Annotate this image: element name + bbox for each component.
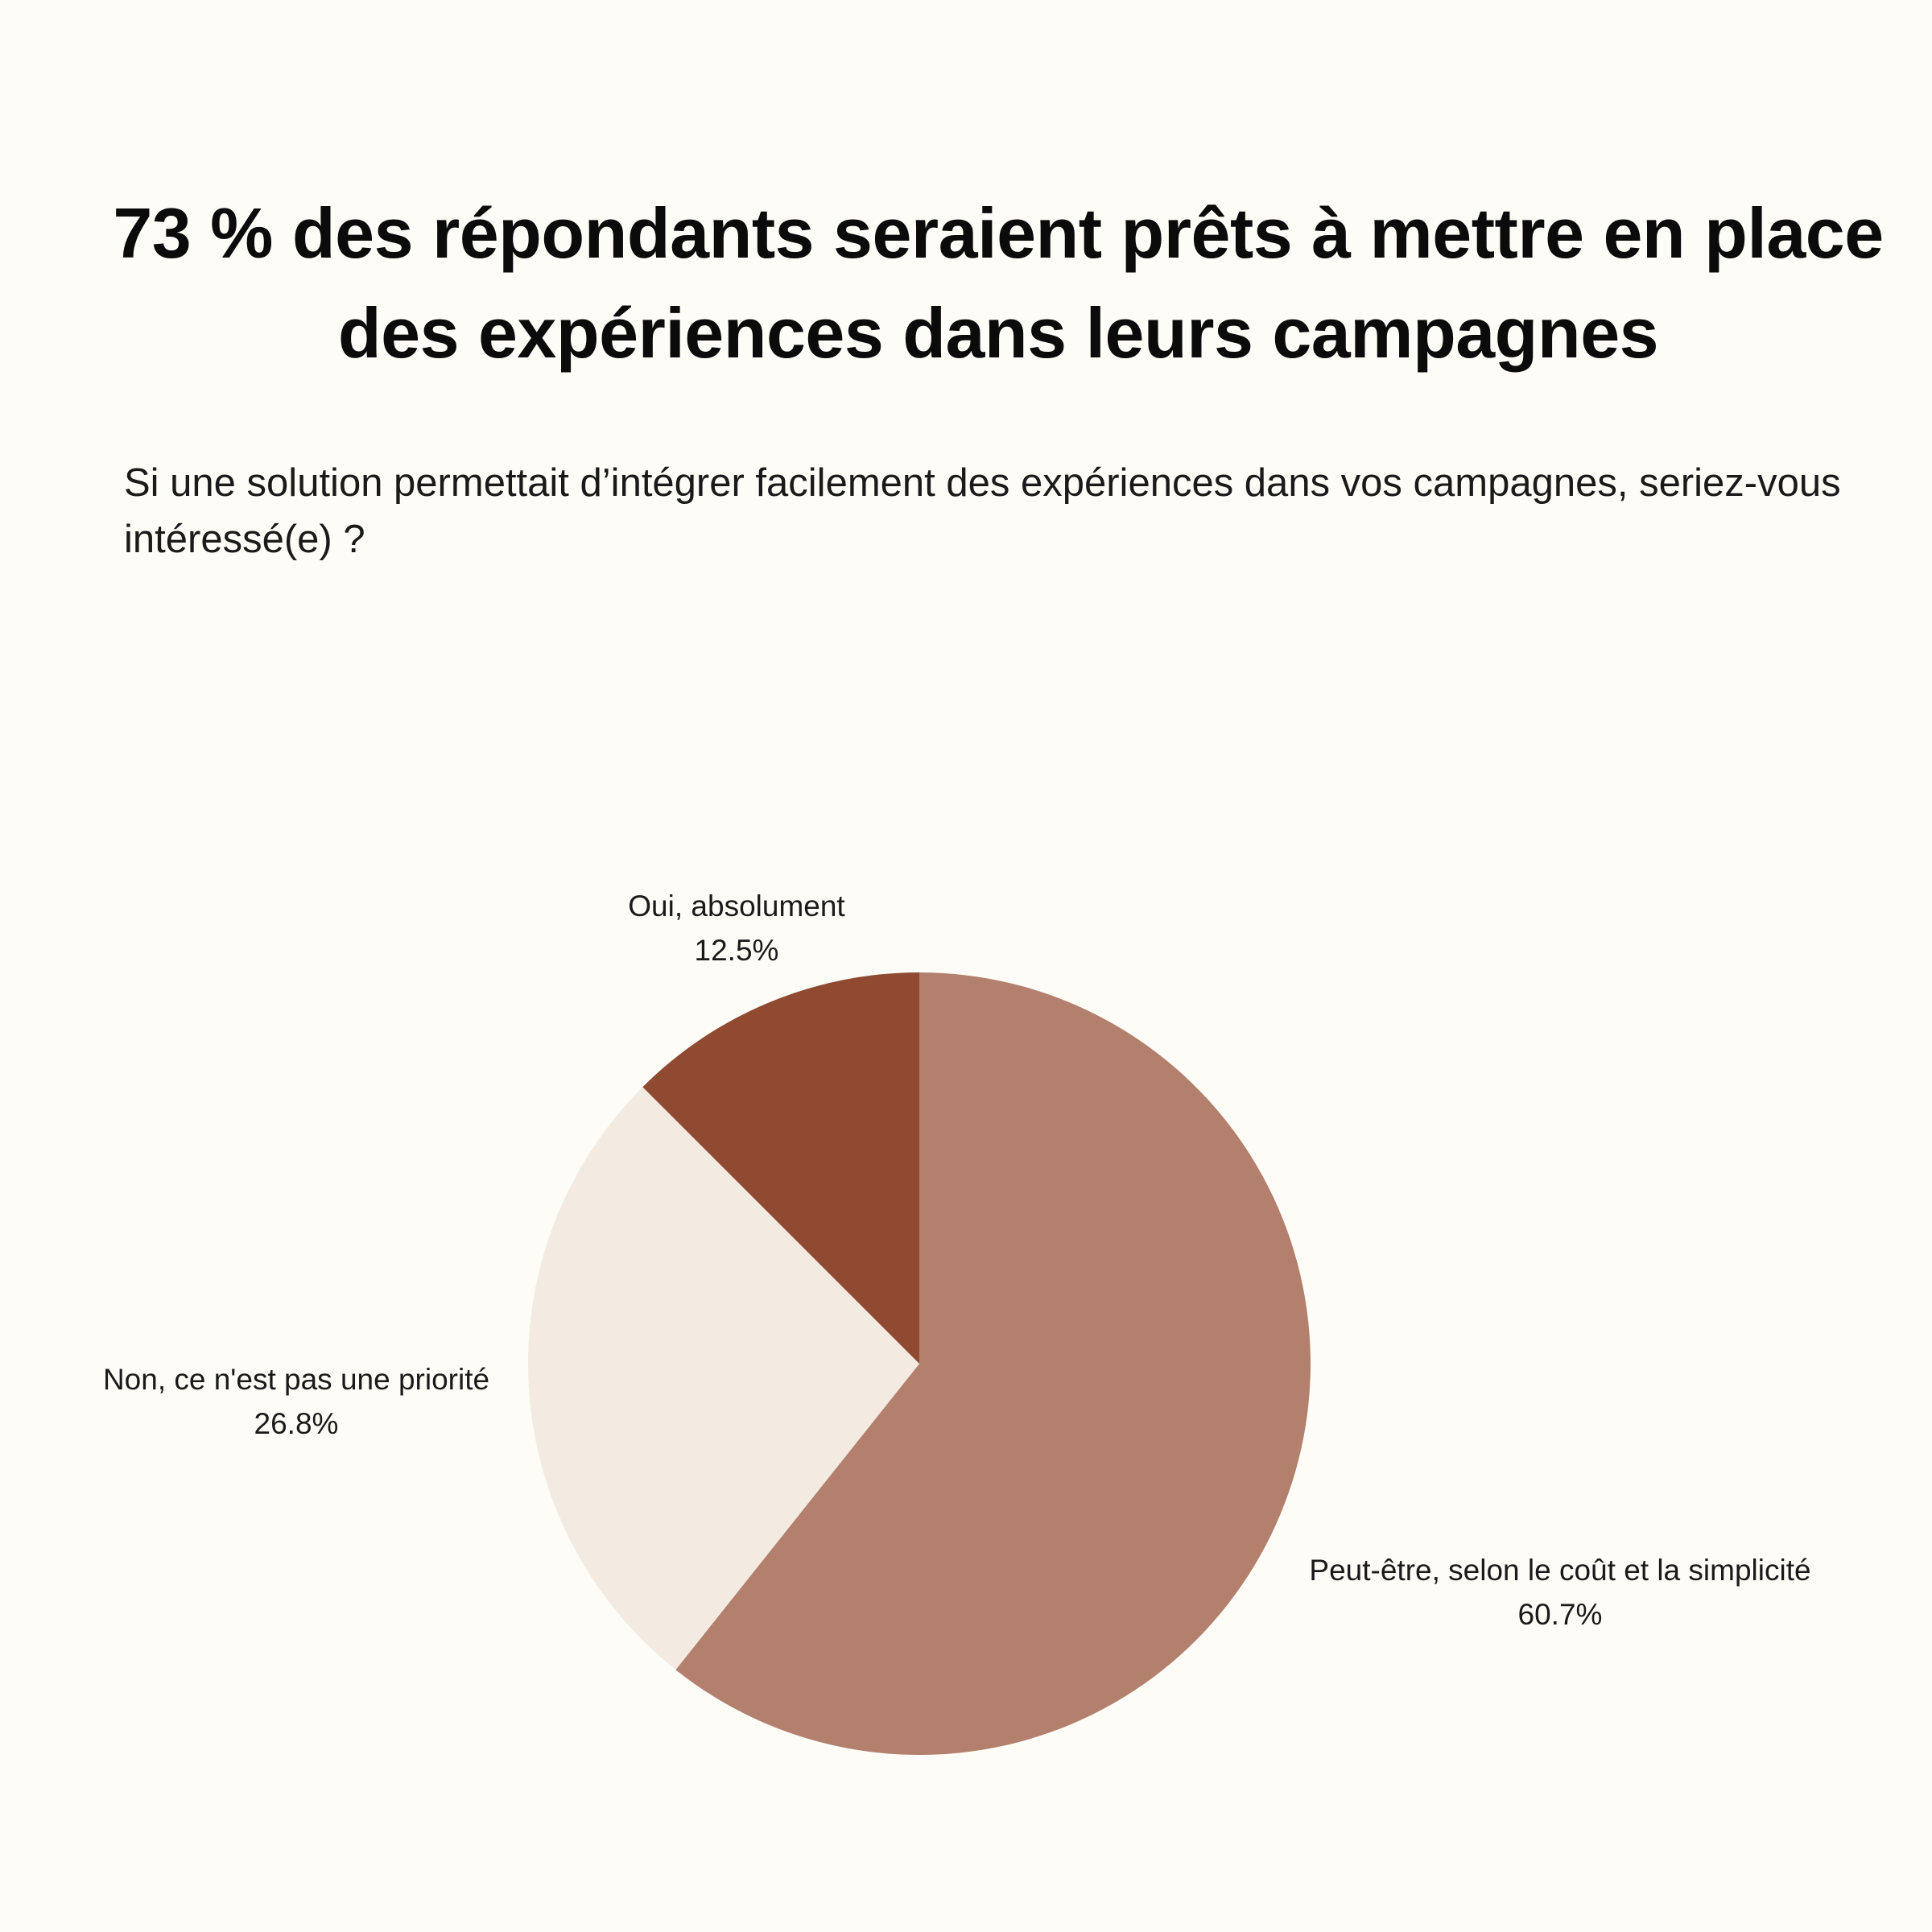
- slice-label-1: Peut-être, selon le coût et la simplicit…: [1309, 1554, 1810, 1587]
- chart-title: 73 % des répondants seraient prêts à met…: [113, 193, 1884, 373]
- survey-question: Si une solution permettait d’intégrer fa…: [124, 461, 1841, 561]
- pie-slice-2: [528, 1087, 919, 1670]
- slice-label-2: Non, ce n'est pas une priorité: [103, 1363, 489, 1396]
- pie-slice-1: [675, 972, 1311, 1755]
- slice-label-3: Oui, absolument: [628, 890, 845, 923]
- pie-slices: [528, 972, 1311, 1755]
- pie-labels: Peut-être, selon le coût et la simplicit…: [103, 890, 1811, 1631]
- slice-value-label-3: 12.5%: [695, 934, 779, 967]
- slice-value-label-2: 26.8%: [254, 1407, 339, 1440]
- pie-slice-3: [642, 972, 919, 1364]
- slice-value-label-1: 60.7%: [1518, 1598, 1603, 1631]
